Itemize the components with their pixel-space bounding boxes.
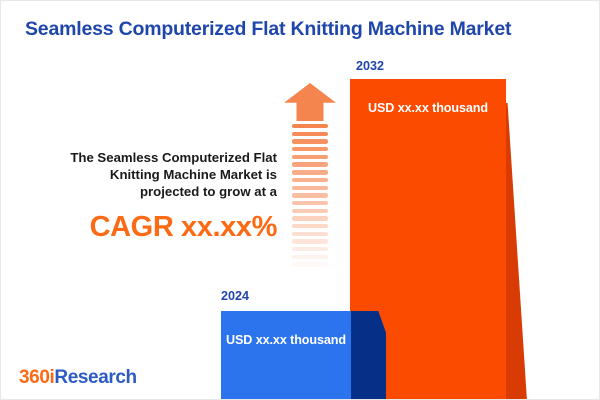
statement-line-2: Knitting Machine Market is [109,167,277,182]
statement-line-3: projected to grow at a [139,184,277,199]
bar-year-label-2032: 2032 [356,59,385,73]
arrow-stripe [292,170,328,175]
arrow-stripe [292,239,328,244]
arrow-stripe [292,223,328,229]
arrow-stripe [292,177,328,183]
bar-value-label-2032: USD xx.xx thousand [368,101,488,115]
logo-text-360i: 360i [19,367,55,388]
logo-text-research: Research [54,367,137,388]
arrow-head-shape [284,83,336,121]
arrow-stripe [292,185,328,190]
arrow-stripe [292,231,328,237]
bar-year-label-2024: 2024 [221,289,250,303]
arrow-stripe [292,147,328,152]
bar-2032-corner-bevel [506,79,527,103]
arrow-stripe [292,270,328,275]
arrow-stripe [292,131,328,137]
arrow-stripe [292,262,328,267]
arrow-stripe [292,216,328,221]
arrow-stripe [292,208,328,213]
statement-line-1: The Seamless Computerized Flat [70,150,277,165]
arrow-stripe [292,162,328,167]
arrow-stripe [292,193,328,198]
cagr-value: CAGR xx.xx% [89,211,278,243]
growth-arrow-up-icon [284,83,336,283]
bar-2032-side-face [506,79,527,399]
page-title: Seamless Computerized Flat Knitting Mach… [25,18,512,40]
arrow-stripe [292,254,328,260]
arrow-stripes [292,124,328,283]
arrow-stripe [292,247,328,252]
bar-2024-side-face [351,311,386,399]
arrow-stripe [292,200,328,206]
bar-value-label-2024: USD xx.xx thousand [226,333,346,347]
statement-block: The Seamless Computerized Flat Knitting … [19,149,277,243]
bar-2024-front-face [221,311,351,399]
arrow-stripe [292,154,328,160]
brand-logo: 360iResearch [19,367,137,389]
bar-2024: USD xx.xx thousand [221,311,386,399]
arrow-stripe [292,139,328,144]
arrow-stripe [292,124,328,129]
